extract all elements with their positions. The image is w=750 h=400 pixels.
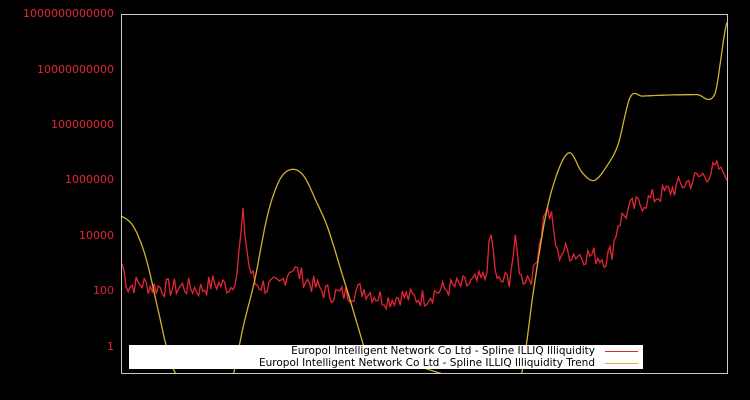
y-tick-label: 1000000000000: [23, 7, 114, 20]
illiquidity-trend-line: [121, 22, 728, 374]
legend-line-icon: [605, 362, 638, 364]
y-tick-label: 10000: [79, 229, 114, 242]
legend: Europol Intelligent Network Co Ltd - Spl…: [129, 345, 643, 369]
y-tick-label: 10000000000: [37, 63, 114, 76]
y-tick-label: 1: [107, 340, 114, 353]
legend-item: Europol Intelligent Network Co Ltd - Spl…: [291, 345, 643, 357]
legend-label: Europol Intelligent Network Co Ltd - Spl…: [258, 357, 595, 369]
legend-label: Europol Intelligent Network Co Ltd - Spl…: [291, 345, 595, 357]
y-tick-label: 100: [93, 284, 114, 297]
y-tick-label: 1000000: [65, 173, 114, 186]
legend-line-icon: [605, 350, 638, 352]
illiquidity-series-line: [121, 158, 728, 311]
legend-item: Europol Intelligent Network Co Ltd - Spl…: [259, 357, 643, 369]
plot-frame: [121, 14, 728, 374]
y-tick-label: 100000000: [51, 118, 114, 131]
